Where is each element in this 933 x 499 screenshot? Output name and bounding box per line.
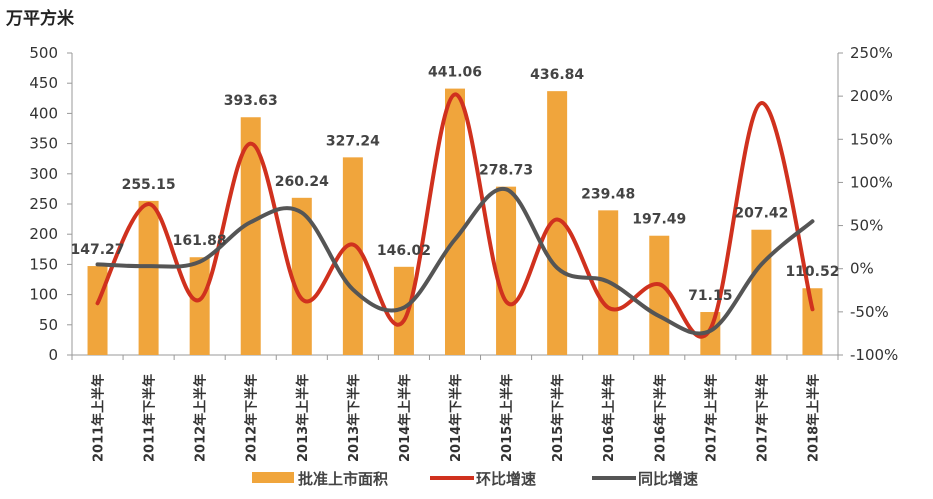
right-tick-label: 250% [850,44,893,62]
category-label: 2011年下半年 [142,374,158,462]
bar-data-label: 146.02 [377,243,431,259]
left-tick-label: 50 [39,316,58,334]
category-label: 2012年上半年 [193,374,209,462]
right-tick-label: 0% [850,260,874,278]
category-label: 2013年上半年 [295,374,311,462]
category-label: 2015年下半年 [550,374,566,462]
category-label: 2018年上半年 [805,374,821,462]
bar-data-label: 255.15 [122,177,176,193]
bar [445,88,465,355]
right-tick-label: 150% [850,130,893,148]
legend-label: 批准上市面积 [298,470,388,488]
category-label: 2011年上半年 [91,374,107,462]
category-label: 2016年下半年 [652,374,668,462]
category-label: 2013年下半年 [346,374,362,462]
right-tick-label: 200% [850,87,893,105]
bar [547,91,568,355]
bar-data-label: 110.52 [785,264,839,280]
category-label: 2014年上半年 [397,374,413,462]
bar [189,257,210,355]
left-tick-label: 0 [48,346,58,364]
legend-label: 同比增速 [638,470,698,488]
bar-data-label: 239.48 [581,186,635,202]
legend-swatch [252,472,294,483]
left-tick-label: 450 [29,74,58,92]
category-label: 2016年上半年 [601,374,617,462]
yoy-growth-line [95,187,815,336]
bar-data-label: 260.24 [275,174,329,190]
bar-data-label: 161.88 [173,233,227,249]
bar-data-label: 278.73 [479,163,533,179]
legend-label: 环比增速 [476,470,536,488]
left-tick-label: 200 [29,225,58,243]
right-tick-label: -50% [850,303,889,321]
category-label: 2017年下半年 [754,374,770,462]
bar-data-label: 441.06 [428,65,482,81]
left-tick-label: 400 [29,104,58,122]
bar-data-label: 147.27 [71,242,125,258]
bar-data-label: 71.15 [688,288,732,304]
left-tick-label: 250 [29,195,58,213]
bar-data-label: 197.49 [632,212,686,228]
category-label: 2015年上半年 [499,374,515,462]
category-label: 2017年上半年 [703,374,719,462]
bar [291,197,312,355]
bar [751,229,772,355]
left-tick-label: 150 [29,255,58,273]
left-tick-label: 100 [29,286,58,304]
right-tick-label: 50% [850,217,883,235]
category-label: 2012年下半年 [244,374,260,462]
bar [138,200,159,355]
bar [700,312,721,355]
left-tick-label: 350 [29,135,58,153]
bar-data-label: 436.84 [530,67,584,83]
bar-data-label: 327.24 [326,133,380,149]
bar [393,266,414,355]
bar [802,288,823,355]
left-tick-label: 500 [29,44,58,62]
bar [496,186,517,355]
bar [649,235,670,355]
category-label: 2014年下半年 [448,374,464,462]
left-tick-label: 300 [29,165,58,183]
right-tick-label: 100% [850,173,893,191]
right-tick-label: -100% [850,346,898,364]
unit-label: 万平方米 [5,8,75,29]
bar [240,117,261,355]
bar [87,266,108,355]
bar-data-label: 207.42 [734,206,788,222]
bar-data-label: 393.63 [224,93,278,109]
bar [342,157,363,355]
